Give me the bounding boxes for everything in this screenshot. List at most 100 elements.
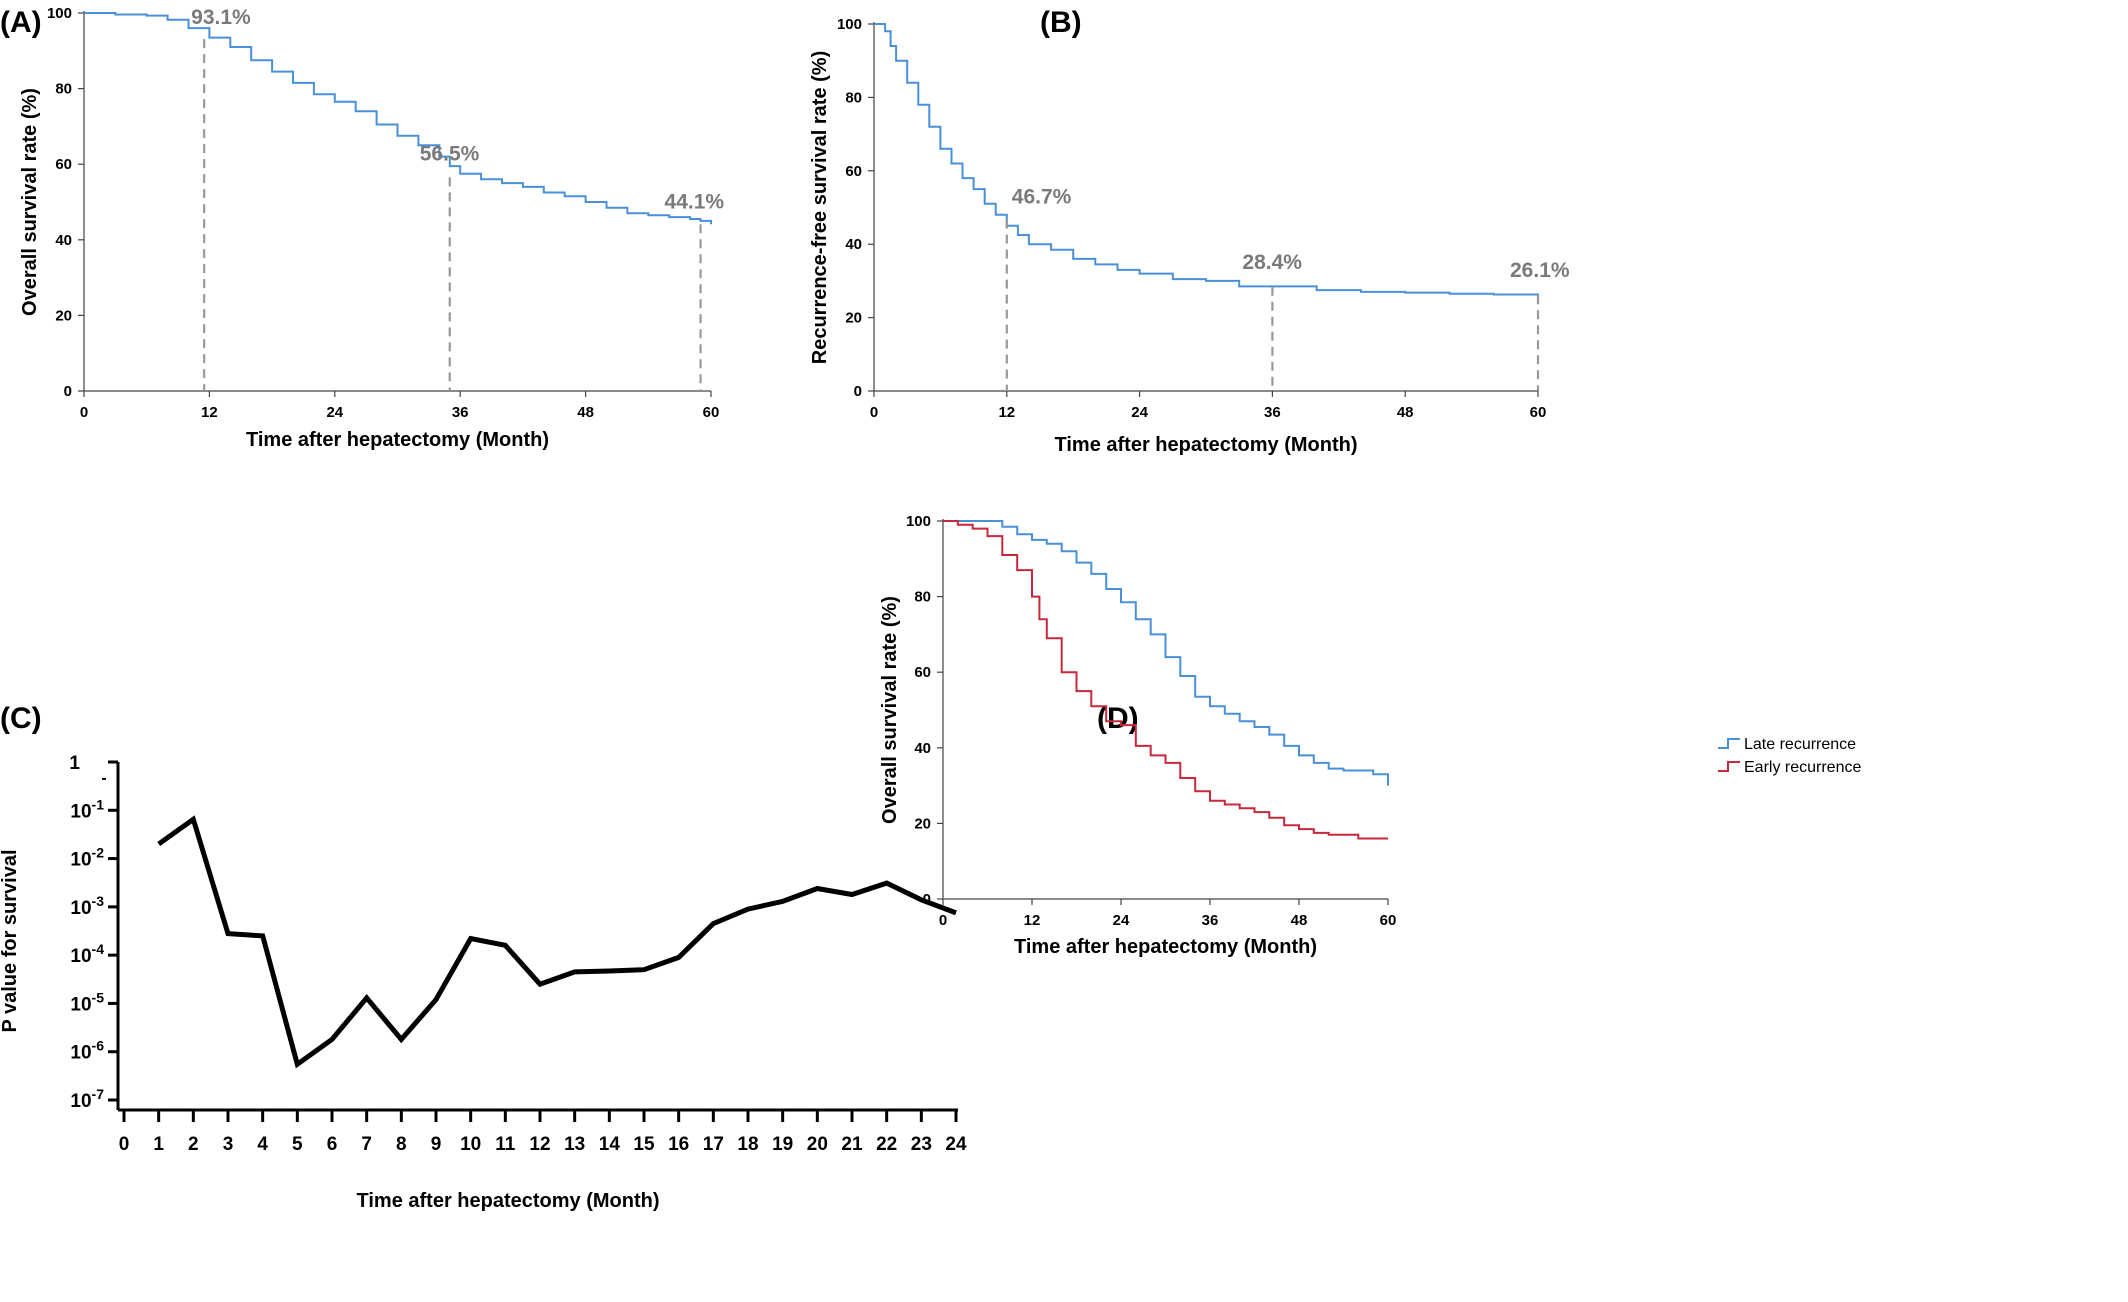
panel-c-p-value: (C) 110-110-210-310-410-510-610-70 1 2 3 4 5 6… [0, 702, 967, 1212]
panel-d-axes: 0 12 24 36 48 60 0 20 40 60 80 100 [906, 513, 1396, 929]
legend-symbol-late [1718, 738, 1740, 749]
panel-a-x-axis-title: Time after hepatectomy (Month) [246, 429, 549, 451]
y-tick-label: 10-1 [70, 796, 104, 822]
x-tick-label: 60 [1530, 404, 1547, 421]
y-tick-label: 60 [914, 664, 931, 681]
y-tick-label: 80 [55, 81, 72, 98]
panel-b-recurrence-free-survival: (B) 0 12 24 36 48 60 0 20 40 60 80 100 46.7% 28.4% 26… [809, 6, 1570, 456]
y-tick-label: 80 [914, 589, 931, 606]
y-tick-label: 10-4 [70, 941, 104, 967]
series-line-b-0 [874, 23, 1539, 296]
y-tick-label: 10-2 [70, 845, 104, 871]
y-tick-label: 1 [69, 753, 80, 774]
series-line-a-0 [84, 12, 712, 225]
y-tick-label: 100 [906, 513, 931, 530]
x-tick-label: 4 [257, 1134, 268, 1155]
panel-a-overall-survival: (A) 0 12 24 36 48 60 0 20 40 60 80 100 93.1% 56.5% 44… [0, 5, 724, 451]
x-tick-label: 12 [529, 1134, 550, 1155]
x-tick-label: 0 [119, 1134, 130, 1155]
y-tick-label: 40 [845, 236, 862, 253]
x-tick-label: 6 [327, 1134, 338, 1155]
p-value-line [157, 815, 957, 1069]
y-tick-label: 20 [914, 815, 931, 832]
survival-rate-annotation: 93.1% [191, 6, 251, 29]
y-tick-label: 10-5 [70, 989, 104, 1015]
x-tick-label: 60 [703, 404, 720, 421]
x-tick-label: 0 [939, 912, 947, 929]
x-tick-label: 24 [326, 404, 343, 421]
x-tick-label: 48 [1397, 404, 1414, 421]
panel-label-b: (B) [1040, 6, 1082, 39]
y-tick-label: 0 [64, 383, 72, 400]
panel-label-d: (D) [1097, 702, 1139, 735]
panel-b-y-axis-title: Recurrence-free survival rate (%) [809, 51, 831, 364]
x-tick-label: 24 [1131, 404, 1148, 421]
x-tick-label: 36 [1264, 404, 1281, 421]
x-tick-label: 7 [361, 1134, 372, 1155]
y-tick-label: 100 [47, 5, 72, 22]
legend-label-early: Early recurrence [1744, 759, 1861, 776]
y-tick-label: 40 [914, 740, 931, 757]
x-tick-label: 18 [737, 1134, 758, 1155]
x-tick-label: 0 [870, 404, 878, 421]
x-tick-label: 48 [577, 404, 594, 421]
series-line-early-recurrence [943, 520, 1388, 840]
panel-a-series [84, 12, 712, 225]
panel-c-x-axis-title: Time after hepatectomy (Month) [357, 1190, 660, 1212]
x-tick-label: 20 [807, 1134, 828, 1155]
panel-d-y-axis-title: Overall survival rate (%) [879, 596, 901, 824]
legend-symbol-early [1718, 761, 1740, 772]
x-tick-label: 12 [998, 404, 1015, 421]
y-tick-label: 80 [845, 89, 862, 106]
x-tick-label: 5 [292, 1134, 303, 1155]
panel-c-series [157, 815, 957, 1069]
y-tick-label: 10-6 [70, 1038, 104, 1064]
panel-label-c: (C) [0, 702, 42, 735]
panel-d-survival-by-recurrence: (D) 0 12 24 36 48 60 0 20 40 60 80 100 Late recurre… [879, 513, 1861, 958]
x-tick-label: 36 [1202, 912, 1219, 929]
x-tick-label: 0 [80, 404, 88, 421]
y-tick-label: 20 [845, 310, 862, 327]
panel-a-annotations: 93.1% 56.5% 44.1% [191, 6, 724, 391]
series-line-late-recurrence [943, 520, 1389, 786]
panel-a-y-axis-title: Overall survival rate (%) [19, 88, 41, 316]
x-tick-label: 15 [633, 1134, 655, 1155]
x-tick-label: 19 [772, 1134, 793, 1155]
x-tick-label: 12 [201, 404, 218, 421]
panel-b-annotations: 46.7% 28.4% 26.1% [1005, 186, 1570, 391]
panel-d-legend: Late recurrence Early recurrence [1718, 736, 1861, 776]
x-tick-label: 13 [564, 1134, 585, 1155]
survival-rate-annotation: 44.1% [665, 190, 725, 213]
x-tick-label: 48 [1291, 912, 1308, 929]
x-tick-label: 24 [1113, 912, 1130, 929]
survival-rate-annotation: 28.4% [1242, 251, 1302, 274]
x-tick-label: 36 [452, 404, 469, 421]
survival-rate-annotation: 26.1% [1510, 259, 1570, 282]
y-tick-label: 100 [837, 16, 862, 33]
x-tick-label: 60 [1380, 912, 1397, 929]
x-tick-label: 23 [911, 1134, 932, 1155]
panel-d-x-axis-title: Time after hepatectomy (Month) [1014, 936, 1317, 958]
x-tick-label: 16 [668, 1134, 689, 1155]
y-tick-label: 0 [923, 891, 931, 908]
x-tick-label: 24 [945, 1134, 967, 1155]
x-tick-label: 14 [599, 1134, 621, 1155]
panel-b-axes: 0 12 24 36 48 60 0 20 40 60 80 100 [837, 16, 1546, 421]
y-tick-label: 60 [845, 163, 862, 180]
x-tick-label: 12 [1024, 912, 1041, 929]
panel-label-a: (A) [0, 6, 42, 39]
panel-a-axes: 0 12 24 36 48 60 0 20 40 60 80 100 [47, 5, 719, 421]
y-tick-label: 0 [854, 383, 862, 400]
y-tick-label: 60 [55, 156, 72, 173]
x-tick-label: 21 [841, 1134, 863, 1155]
x-tick-label: 22 [876, 1134, 897, 1155]
x-tick-label: 8 [396, 1134, 407, 1155]
y-tick-label: 10-7 [70, 1086, 104, 1112]
x-tick-label: 10 [460, 1134, 481, 1155]
y-tick-label: 40 [55, 232, 72, 249]
panel-d-series [943, 520, 1389, 840]
survival-rate-annotation: 46.7% [1012, 186, 1072, 209]
x-tick-label: 11 [495, 1134, 516, 1155]
x-tick-label: 2 [188, 1134, 199, 1155]
